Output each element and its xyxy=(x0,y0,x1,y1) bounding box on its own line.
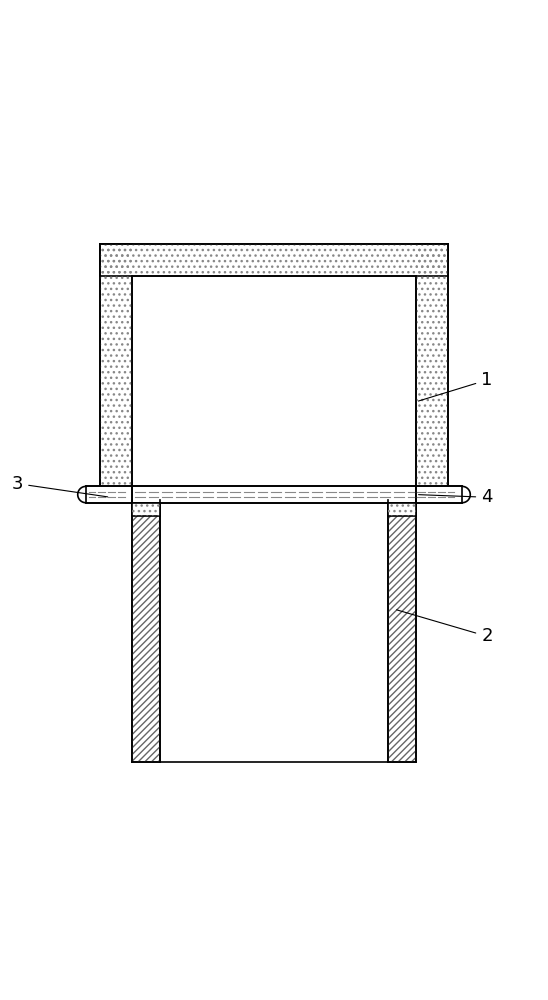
Text: 4: 4 xyxy=(419,488,493,506)
Text: 3: 3 xyxy=(12,475,108,497)
Text: 1: 1 xyxy=(419,371,493,401)
Bar xyxy=(416,486,462,503)
Bar xyxy=(100,244,448,276)
Bar xyxy=(132,500,159,762)
Bar xyxy=(132,503,159,516)
Bar xyxy=(389,500,416,762)
Bar xyxy=(132,500,159,762)
Bar xyxy=(132,503,159,516)
Bar xyxy=(416,244,448,489)
Bar xyxy=(416,244,448,489)
Bar xyxy=(86,486,132,503)
Bar xyxy=(389,500,416,762)
Bar xyxy=(100,244,132,489)
Bar xyxy=(389,503,416,516)
Bar xyxy=(132,486,416,503)
Bar xyxy=(159,500,389,762)
Bar xyxy=(389,503,416,516)
Bar xyxy=(132,276,416,489)
Bar xyxy=(100,244,448,276)
Bar xyxy=(100,244,132,489)
Text: 2: 2 xyxy=(397,610,493,645)
